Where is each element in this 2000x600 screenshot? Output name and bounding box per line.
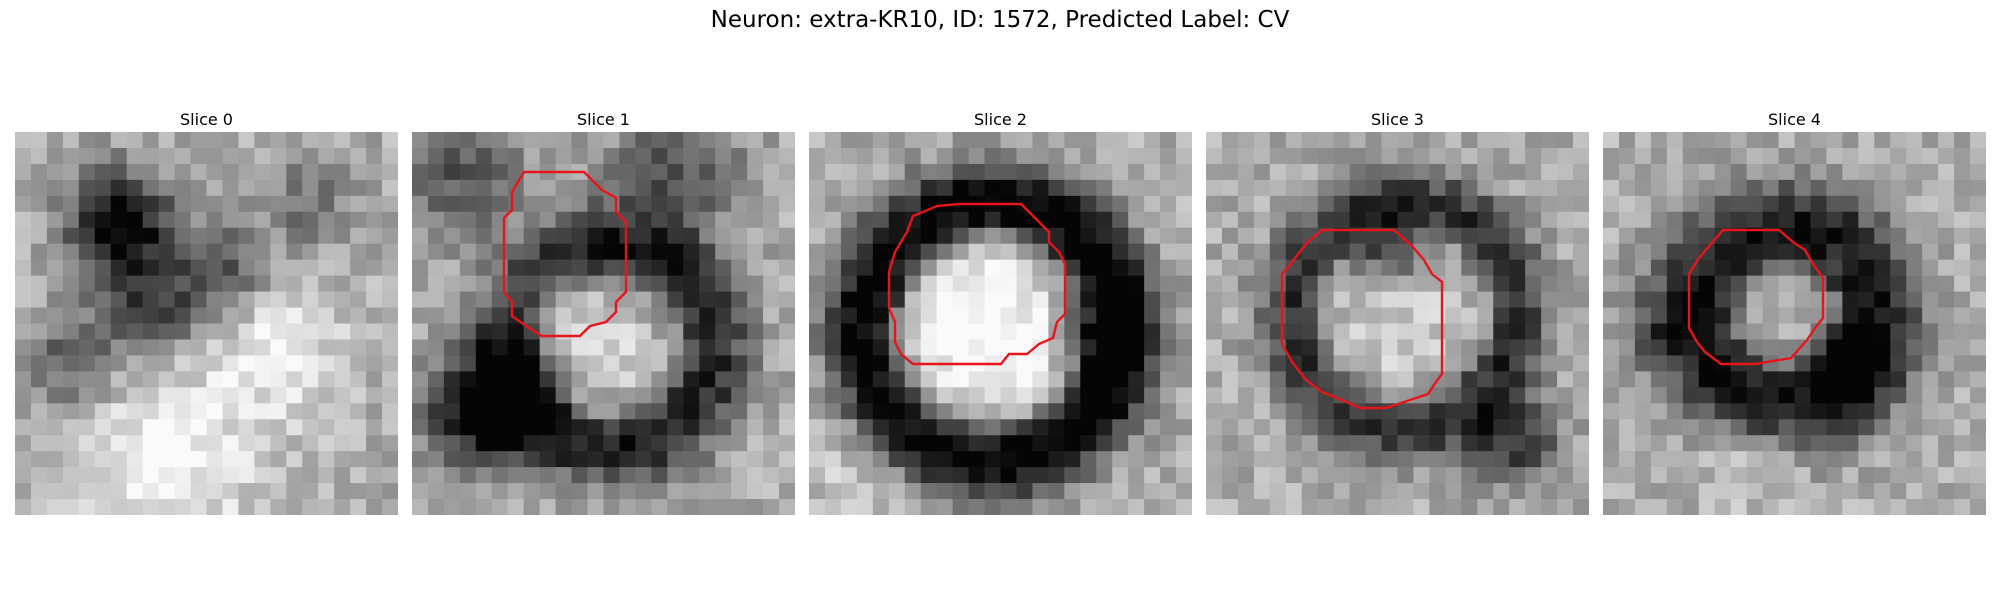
micrograph-pixels bbox=[1206, 132, 1589, 515]
slice-image bbox=[1603, 132, 1986, 515]
slice-title: Slice 3 bbox=[1371, 110, 1424, 129]
slice-image bbox=[1206, 132, 1589, 515]
slice-panel-1: Slice 1 bbox=[412, 108, 795, 515]
slice-panel-3: Slice 3 bbox=[1206, 108, 1589, 515]
segmentation-contour bbox=[1687, 228, 1825, 366]
slice-panel-0: Slice 0 bbox=[15, 108, 398, 515]
slice-title: Slice 0 bbox=[180, 110, 233, 129]
figure-title: Neuron: extra-KR10, ID: 1572, Predicted … bbox=[710, 7, 1290, 33]
slice-panel-4: Slice 4 bbox=[1603, 108, 1986, 515]
segmentation-contour bbox=[887, 202, 1067, 366]
micrograph-pixels bbox=[809, 132, 1192, 515]
slice-title: Slice 2 bbox=[974, 110, 1027, 129]
micrograph-pixels bbox=[15, 132, 398, 515]
micrograph-pixels bbox=[412, 132, 795, 515]
slice-title: Slice 4 bbox=[1768, 110, 1821, 129]
slice-image bbox=[809, 132, 1192, 515]
segmentation-contour bbox=[1280, 228, 1444, 410]
micrograph-pixels bbox=[1603, 132, 1986, 515]
slice-title: Slice 1 bbox=[577, 110, 630, 129]
slice-image bbox=[412, 132, 795, 515]
slice-image bbox=[15, 132, 398, 515]
segmentation-contour bbox=[502, 170, 628, 338]
slice-panel-2: Slice 2 bbox=[809, 108, 1192, 515]
